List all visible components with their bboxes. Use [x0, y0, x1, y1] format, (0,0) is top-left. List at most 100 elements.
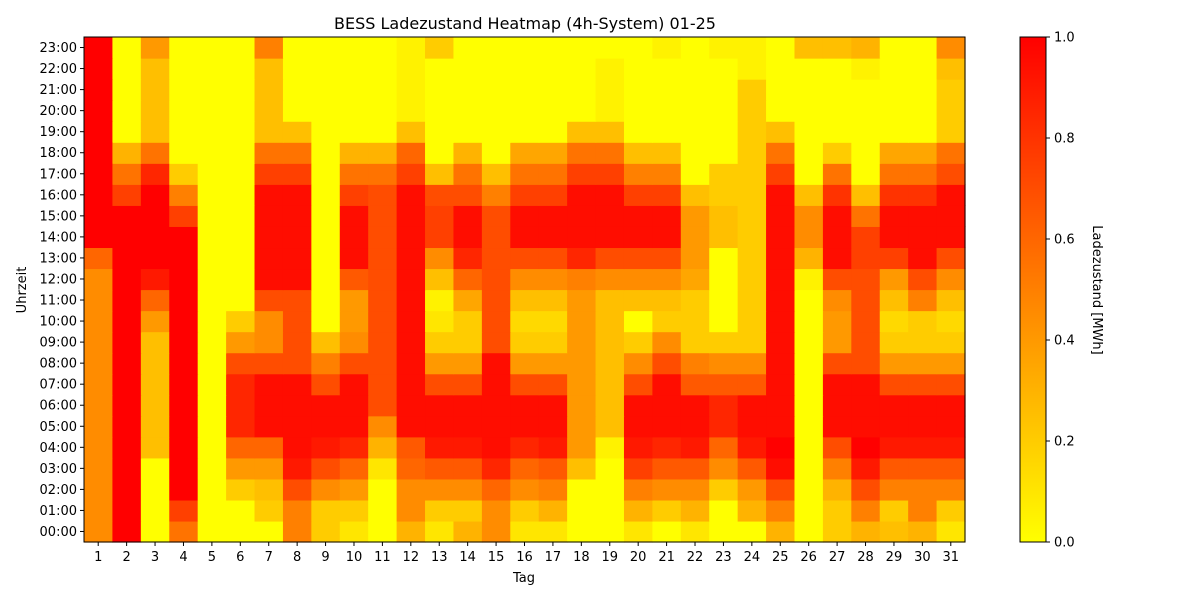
heatmap-cell [936, 394, 966, 417]
y-tick-label: 00:00 [40, 525, 77, 540]
heatmap-cell [794, 331, 824, 354]
heatmap-cell [510, 184, 540, 206]
heatmap-cell [197, 121, 227, 143]
heatmap-cell [680, 415, 710, 438]
heatmap-cell [425, 289, 455, 312]
heatmap-cell [112, 79, 142, 101]
heatmap-cell [822, 100, 852, 122]
heatmap-cell [226, 142, 256, 164]
heatmap-cell [282, 436, 312, 459]
heatmap-cell [737, 79, 767, 101]
heatmap-cell [140, 499, 170, 522]
heatmap-cell [822, 478, 852, 501]
heatmap-cell [709, 184, 739, 206]
heatmap-cell [112, 310, 142, 333]
heatmap-cell [226, 331, 256, 354]
heatmap-cell [368, 184, 398, 206]
heatmap-cell [226, 415, 256, 438]
heatmap-cell [908, 394, 938, 417]
heatmap-cell [396, 37, 426, 59]
heatmap-cell [197, 184, 227, 206]
heatmap-cell [140, 184, 170, 206]
heatmap-cell [396, 331, 426, 354]
heatmap-cell [368, 79, 398, 101]
colorbar-tick-label: 1.0 [1054, 31, 1075, 46]
heatmap-cell [908, 37, 938, 59]
chart-title: BESS Ladezustand Heatmap (4h-System) 01-… [334, 14, 716, 33]
heatmap-cell [680, 100, 710, 122]
heatmap-cell [339, 289, 369, 312]
heatmap-cell [140, 415, 170, 438]
heatmap-cell [396, 415, 426, 438]
heatmap-cell [879, 37, 909, 59]
heatmap-cell [84, 268, 114, 291]
heatmap-cell [851, 163, 881, 185]
colorbar-gradient [1019, 36, 1047, 543]
heatmap-cell [879, 310, 909, 333]
heatmap-cell [908, 79, 938, 101]
heatmap-cell [567, 457, 597, 480]
heatmap-cell [595, 478, 625, 501]
heatmap-cell [908, 121, 938, 143]
heatmap-cell [169, 58, 199, 80]
heatmap-cell [226, 58, 256, 80]
heatmap-cell [737, 142, 767, 164]
heatmap-cell [766, 352, 796, 375]
heatmap-cell [737, 163, 767, 185]
heatmap-cell [851, 247, 881, 270]
heatmap-cell [680, 457, 710, 480]
heatmap-cell [538, 268, 568, 291]
heatmap-cell [595, 100, 625, 122]
heatmap-cell [652, 100, 682, 122]
heatmap-cell [339, 331, 369, 354]
heatmap-cell [623, 100, 653, 122]
heatmap-cell [936, 37, 966, 59]
heatmap-cell [652, 289, 682, 312]
heatmap-cell [112, 394, 142, 417]
heatmap-cell [453, 457, 483, 480]
y-tick-label: 17:00 [40, 167, 77, 182]
heatmap-cell [510, 415, 540, 438]
heatmap-cell [567, 352, 597, 375]
heatmap-cell [425, 499, 455, 522]
heatmap-cell [282, 142, 312, 164]
heatmap-cell [254, 184, 284, 206]
heatmap-cell [879, 142, 909, 164]
heatmap-cell [84, 499, 114, 522]
heatmap-cell [851, 205, 881, 227]
heatmap-cell [936, 520, 966, 543]
heatmap-cell [737, 37, 767, 59]
heatmap-cell [282, 79, 312, 101]
heatmap-cell [652, 58, 682, 80]
heatmap-cell [623, 184, 653, 206]
x-tick-label: 28 [857, 550, 874, 565]
heatmap-cell [481, 352, 511, 375]
heatmap-cell [879, 289, 909, 312]
y-tick-label: 12:00 [40, 272, 77, 287]
heatmap-cell [538, 100, 568, 122]
heatmap-cell [538, 394, 568, 417]
heatmap-cell [595, 352, 625, 375]
heatmap-cell [538, 121, 568, 143]
heatmap-cell [936, 352, 966, 375]
heatmap-cell [140, 226, 170, 249]
heatmap-cell [936, 205, 966, 227]
heatmap-cell [680, 58, 710, 80]
heatmap-cell [311, 163, 341, 185]
heatmap-cell [851, 457, 881, 480]
heatmap-cell [794, 373, 824, 396]
heatmap-cell [595, 289, 625, 312]
heatmap-cell [822, 142, 852, 164]
heatmap-cell [766, 310, 796, 333]
heatmap-cell [140, 121, 170, 143]
heatmap-cell [766, 289, 796, 312]
heatmap-cell [254, 457, 284, 480]
heatmap-cell [709, 226, 739, 249]
colorbar-tick-label: 0.4 [1054, 334, 1075, 349]
heatmap-cell [226, 436, 256, 459]
heatmap-cell [510, 457, 540, 480]
heatmap-cell [254, 436, 284, 459]
heatmap-cell [623, 289, 653, 312]
heatmap-cell [226, 163, 256, 185]
heatmap-cell [709, 478, 739, 501]
